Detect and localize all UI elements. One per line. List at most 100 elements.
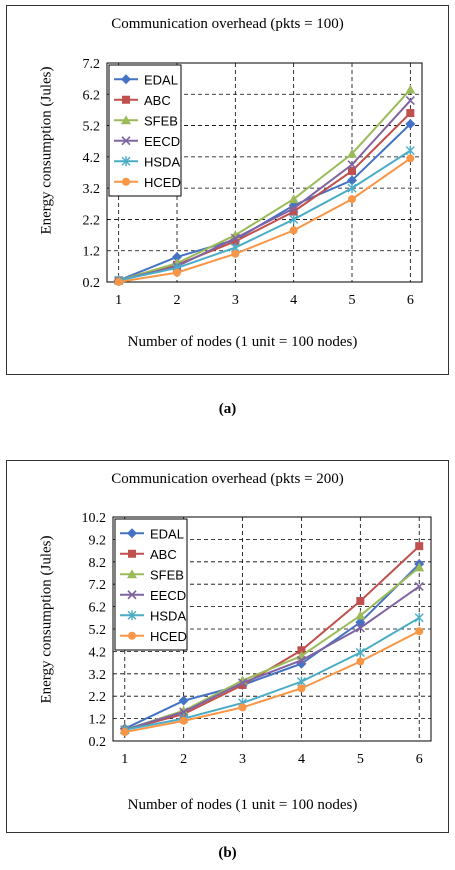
data-point (348, 166, 356, 175)
data-point (230, 233, 240, 243)
legend-label: HCED (150, 629, 187, 644)
data-point (178, 695, 189, 706)
data-point (347, 183, 357, 194)
figure-caption-b: (b) (218, 845, 237, 861)
legend-label: EECD (150, 588, 186, 603)
y-tick-label: 5.2 (89, 623, 107, 638)
data-point (296, 658, 307, 669)
legend-marker (121, 115, 131, 125)
data-point (237, 678, 248, 688)
data-point (356, 657, 365, 666)
chart-title: Communication overhead (pkts = 200) (111, 471, 344, 487)
y-tick-label: 4.2 (89, 645, 107, 660)
data-point (355, 647, 365, 658)
data-point (297, 684, 306, 693)
x-tick-label: 3 (232, 293, 239, 308)
legend-marker (122, 95, 130, 104)
series-line (124, 563, 420, 730)
x-tick-label: 1 (115, 293, 122, 308)
series-line (118, 88, 412, 282)
legend-label: SFEB (150, 567, 184, 582)
data-point (288, 194, 299, 204)
y-tick-label: 7.2 (89, 578, 107, 593)
series-line (124, 630, 420, 734)
x-tick-label: 6 (407, 293, 414, 308)
data-point (347, 175, 357, 186)
y-tick-label: 1.2 (89, 713, 107, 728)
data-point (238, 703, 247, 712)
plot-area (106, 62, 423, 283)
chart-panel-a: Communication overhead (pkts = 100) Ener… (6, 5, 449, 375)
data-point (120, 728, 129, 737)
x-axis-label: Number of nodes (1 unit = 100 nodes) (127, 334, 358, 350)
data-point (289, 203, 299, 214)
series-line (124, 585, 420, 731)
legend-box (114, 518, 188, 651)
y-tick-label: 7.2 (83, 57, 101, 72)
legend-label: ABC (144, 93, 171, 108)
data-point (289, 214, 299, 225)
x-tick-label: 2 (180, 752, 187, 767)
legend: EDAL ABC SFEB EECD HSDA HCED (108, 64, 182, 197)
y-tick-label: 2.2 (89, 690, 107, 705)
chart-plot: 0.2 1.2 2.2 3.2 4.2 5.2 6.2 7.2 1 2 3 4 5 6 EDAL ABC SFE… (83, 57, 423, 308)
y-tick-label: 2.2 (83, 213, 101, 228)
data-point (297, 646, 306, 655)
data-point (347, 160, 357, 170)
y-tick-label: 6.2 (89, 601, 107, 616)
series-line (118, 99, 412, 282)
y-tick-label: 0.2 (89, 735, 107, 750)
chart-title: Communication overhead (pkts = 100) (111, 16, 344, 32)
legend-marker (127, 610, 137, 621)
data-point (348, 195, 356, 204)
x-tick-label: 5 (357, 752, 364, 767)
y-tick-label: 0.2 (83, 276, 101, 291)
legend-label: HCED (144, 175, 181, 190)
figure-caption-a: (a) (218, 401, 237, 417)
data-point (179, 716, 188, 725)
x-tick-label: 1 (121, 752, 128, 767)
legend-marker (127, 528, 137, 539)
legend-marker (121, 156, 131, 167)
data-point (289, 207, 298, 216)
data-point (173, 268, 181, 277)
data-point (347, 148, 357, 158)
series-line (124, 616, 420, 731)
x-tick-label: 4 (298, 752, 305, 767)
y-tick-label: 10.2 (82, 511, 107, 526)
data-point (406, 154, 415, 163)
data-point (179, 707, 189, 717)
legend-label: EECD (144, 134, 180, 149)
legend: EDAL ABC SFEB EECD HSDA HCED (114, 518, 188, 651)
chart-plot: 0.2 1.2 2.2 3.2 4.2 5.2 6.2 7.2 8.2 9.2 10.2 1 2 3 4 5 6… (82, 511, 432, 767)
data-point (356, 597, 365, 605)
legend-box (108, 64, 182, 197)
legend-label: HSDA (144, 154, 180, 169)
x-axis-label: Number of nodes (1 unit = 100 nodes) (127, 797, 358, 813)
y-tick-label: 9.2 (89, 533, 107, 548)
legend-marker (128, 631, 136, 640)
legend-marker (128, 549, 136, 558)
series-line (118, 149, 411, 282)
y-tick-label: 8.2 (89, 556, 107, 571)
y-tick-label: 1.2 (83, 245, 101, 260)
data-point (405, 119, 416, 130)
y-tick-label: 3.2 (89, 668, 107, 683)
legend-label: HSDA (150, 608, 186, 623)
data-point (355, 610, 366, 620)
legend-label: EDAL (144, 72, 178, 87)
data-point (289, 226, 298, 235)
data-point (296, 655, 307, 665)
legend-label: SFEB (144, 113, 178, 128)
data-point (414, 612, 424, 623)
legend-label: EDAL (150, 526, 184, 541)
x-tick-label: 6 (416, 752, 423, 767)
data-point (405, 145, 415, 156)
series-line (118, 112, 412, 282)
series-hced (120, 627, 424, 737)
y-tick-label: 5.2 (83, 120, 101, 135)
data-point (172, 251, 182, 262)
legend-label: ABC (150, 547, 177, 562)
y-tick-label: 6.2 (83, 88, 101, 103)
x-tick-label: 5 (349, 293, 356, 308)
